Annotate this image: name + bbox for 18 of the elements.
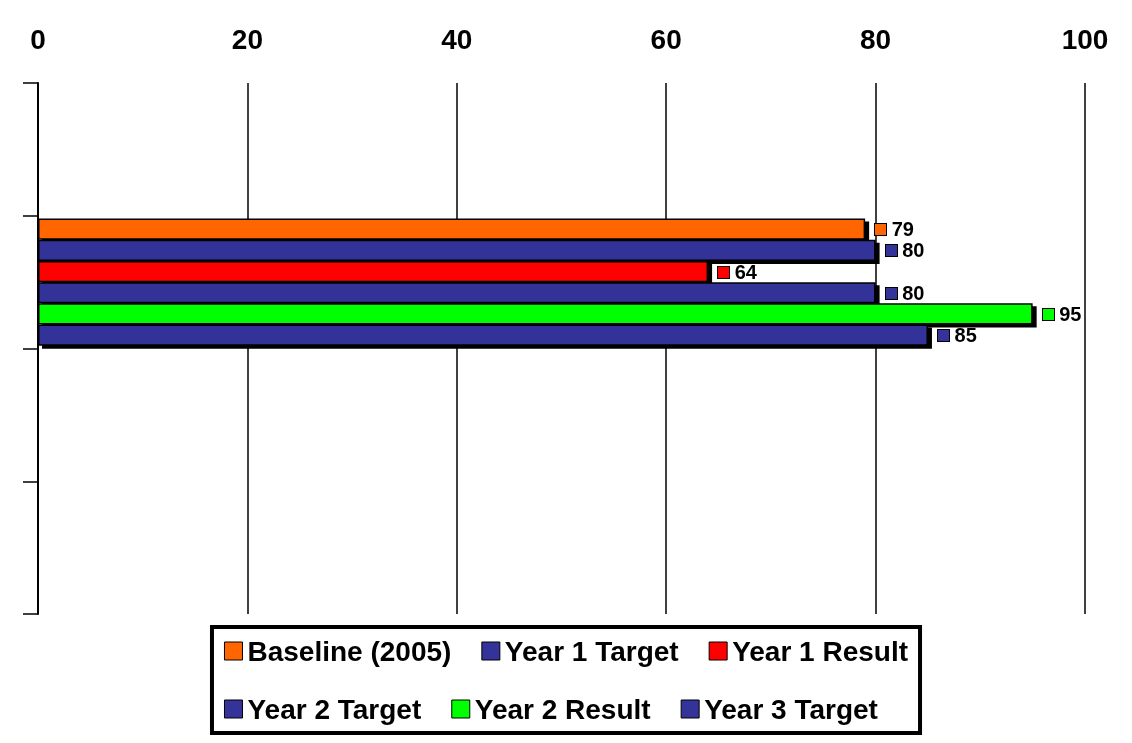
legend-label: Year 1 Result	[732, 635, 909, 667]
data-label: 85	[948, 324, 977, 347]
x-tick-label: 80	[860, 23, 892, 55]
data-label: 79	[886, 218, 914, 241]
x-tick-label: 20	[231, 23, 263, 55]
data-label: 95	[1053, 302, 1082, 325]
legend-label: Baseline (2005)	[247, 635, 452, 667]
x-tick-label: 40	[441, 23, 473, 55]
legend-label: Year 1 Target	[504, 635, 679, 667]
legend-label: Year 2 Result	[474, 693, 651, 725]
x-tick-label: 60	[650, 23, 682, 55]
x-tick-label: 100	[1061, 23, 1109, 55]
legend-label: Year 3 Target	[704, 693, 878, 725]
x-tick-label: 0	[30, 23, 46, 55]
data-label: 80	[896, 281, 925, 304]
data-label: 64	[729, 260, 758, 283]
data-label: 80	[896, 239, 925, 262]
legend-label: Year 2 Target	[247, 693, 422, 725]
